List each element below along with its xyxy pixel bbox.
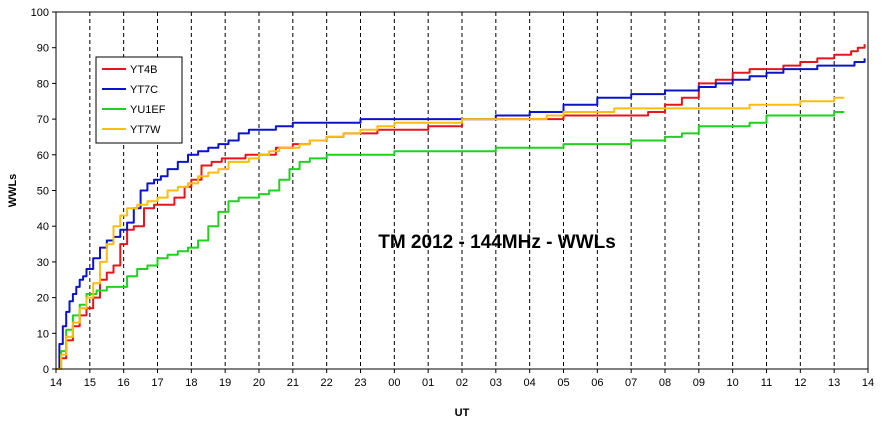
legend-label: YU1EF xyxy=(130,104,166,116)
x-tick-label: 20 xyxy=(253,377,265,389)
x-tick-label: 06 xyxy=(591,377,603,389)
y-axis-title: WWLs xyxy=(7,174,19,208)
x-tick-label: 23 xyxy=(354,377,366,389)
y-tick-label: 30 xyxy=(37,257,49,269)
y-tick-label: 10 xyxy=(37,328,49,340)
x-tick-label: 10 xyxy=(727,377,739,389)
x-tick-label: 04 xyxy=(524,377,536,389)
y-tick-label: 20 xyxy=(37,293,49,305)
y-tick-label: 80 xyxy=(37,78,49,90)
legend-label: YT7W xyxy=(130,124,161,136)
y-tick-label: 50 xyxy=(37,186,49,198)
x-tick-label: 11 xyxy=(761,377,772,389)
legend: YT4B YT7C YU1EF YT7W xyxy=(95,56,183,144)
x-tick-label: 08 xyxy=(659,377,671,389)
x-tick-label: 19 xyxy=(219,377,231,389)
x-tick-label: 21 xyxy=(287,377,299,389)
x-tick-label: 01 xyxy=(422,377,434,389)
legend-label: YT4B xyxy=(130,64,158,76)
x-axis-ticks: 14 15 16 17 18 19 20 21 22 23 00 01 02 03 04 05 06 07 08 09… xyxy=(50,369,874,389)
series-line-yt7c xyxy=(56,58,866,370)
x-tick-label: 07 xyxy=(625,377,637,389)
x-tick-label: 17 xyxy=(151,377,163,389)
x-tick-label: 05 xyxy=(557,377,569,389)
legend-label: YT7C xyxy=(130,84,158,96)
y-tick-label: 70 xyxy=(37,114,49,126)
x-tick-label: 02 xyxy=(456,377,468,389)
x-tick-label: 22 xyxy=(321,377,333,389)
x-axis-title: UT xyxy=(455,407,470,419)
y-tick-label: 40 xyxy=(37,221,49,233)
x-tick-label: 12 xyxy=(794,377,806,389)
series-line-yt7w xyxy=(56,96,845,370)
x-tick-label: 18 xyxy=(185,377,197,389)
x-tick-label: 00 xyxy=(388,377,400,389)
y-tick-label: 90 xyxy=(37,43,49,55)
x-tick-label: 15 xyxy=(84,377,96,389)
chart-title: TM 2012 - 144MHz - WWLs xyxy=(378,232,616,253)
y-tick-label: 100 xyxy=(31,7,49,19)
y-tick-label: 0 xyxy=(43,364,49,376)
x-tick-label: 03 xyxy=(490,377,502,389)
x-tick-label: 09 xyxy=(693,377,705,389)
vertical-gridlines xyxy=(89,12,835,369)
x-tick-label: 14 xyxy=(862,377,874,389)
series-line-yu1ef xyxy=(56,111,845,370)
y-axis-ticks: 0 10 20 30 40 50 60 70 80 90 100 xyxy=(31,7,56,376)
x-tick-label: 16 xyxy=(118,377,130,389)
y-tick-label: 60 xyxy=(37,150,49,162)
series-lines xyxy=(56,44,866,370)
x-tick-label: 13 xyxy=(828,377,840,389)
x-tick-label: 14 xyxy=(50,377,62,389)
